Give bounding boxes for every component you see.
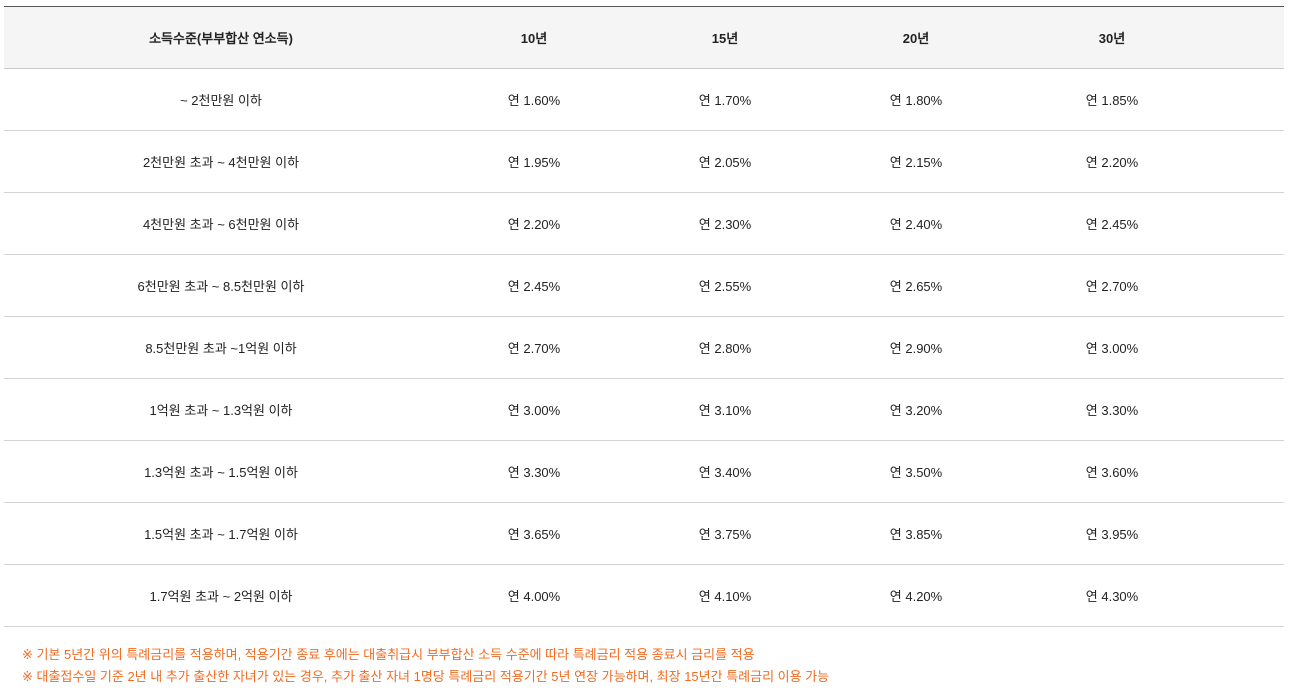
rate-cell: 연 1.60%	[507, 93, 561, 108]
table-row: 8.5천만원 초과 ~1억원 이하 연 2.70% 연 2.80% 연 2.90…	[4, 317, 1284, 379]
spacer-cell	[1212, 193, 1284, 255]
rate-cell: 연 3.75%	[698, 527, 752, 542]
rate-cell: 연 2.40%	[889, 217, 943, 232]
header-10-years: 10년	[520, 31, 548, 46]
rate-cell: 연 2.30%	[698, 217, 752, 232]
table-row: 1.3억원 초과 ~ 1.5억원 이하 연 3.30% 연 3.40% 연 3.…	[4, 441, 1284, 503]
table-row: 1억원 초과 ~ 1.3억원 이하 연 3.00% 연 3.10% 연 3.20…	[4, 379, 1284, 441]
income-level-cell: 4천만원 초과 ~ 6천만원 이하	[142, 217, 300, 232]
spacer-cell	[1212, 379, 1284, 441]
spacer-cell	[1212, 503, 1284, 565]
spacer-cell	[1212, 69, 1284, 131]
rate-cell: 연 1.80%	[889, 93, 943, 108]
rate-cell: 연 3.85%	[889, 527, 943, 542]
rate-cell: 연 2.20%	[507, 217, 561, 232]
spacer-cell	[1212, 255, 1284, 317]
spacer-cell	[1212, 565, 1284, 627]
income-level-cell: 1.7억원 초과 ~ 2억원 이하	[149, 589, 293, 604]
rate-cell: 연 4.10%	[698, 589, 752, 604]
rate-cell: 연 2.45%	[1085, 217, 1139, 232]
header-20-years: 20년	[902, 31, 930, 46]
rate-cell: 연 2.20%	[1085, 155, 1139, 170]
rate-cell: 연 2.70%	[507, 341, 561, 356]
rate-cell: 연 1.85%	[1085, 93, 1139, 108]
rate-cell: 연 2.55%	[698, 279, 752, 294]
table-row: 2천만원 초과 ~ 4천만원 이하 연 1.95% 연 2.05% 연 2.15…	[4, 131, 1284, 193]
rate-cell: 연 3.20%	[889, 403, 943, 418]
rate-cell: 연 2.65%	[889, 279, 943, 294]
income-level-cell: 1억원 초과 ~ 1.3억원 이하	[149, 403, 293, 418]
spacer-cell	[1212, 131, 1284, 193]
header-30-years: 30년	[1098, 31, 1126, 46]
rate-cell: 연 2.05%	[698, 155, 752, 170]
rate-cell: 연 2.80%	[698, 341, 752, 356]
rate-cell: 연 3.60%	[1085, 465, 1139, 480]
rate-cell: 연 2.90%	[889, 341, 943, 356]
rate-cell: 연 4.30%	[1085, 589, 1139, 604]
income-level-cell: 1.3억원 초과 ~ 1.5억원 이하	[144, 465, 298, 480]
footnotes: ※ 기본 5년간 위의 특례금리를 적용하며, 적용기간 종료 후에는 대출취급…	[22, 644, 829, 688]
income-level-cell: 6천만원 초과 ~ 8.5천만원 이하	[137, 279, 305, 294]
rate-cell: 연 3.30%	[507, 465, 561, 480]
header-income-level: 소득수준(부부합산 연소득)	[149, 31, 293, 46]
spacer-cell	[1212, 441, 1284, 503]
rate-cell: 연 2.70%	[1085, 279, 1139, 294]
rate-cell: 연 3.95%	[1085, 527, 1139, 542]
table-header-row: 소득수준(부부합산 연소득) 10년 15년 20년 30년	[4, 6, 1284, 69]
header-15-years: 15년	[711, 31, 739, 46]
rate-cell: 연 3.50%	[889, 465, 943, 480]
header-spacer	[1212, 7, 1284, 69]
rate-cell: 연 2.45%	[507, 279, 561, 294]
table-row: ~ 2천만원 이하 연 1.60% 연 1.70% 연 1.80% 연 1.85…	[4, 69, 1284, 131]
income-level-cell: 1.5억원 초과 ~ 1.7억원 이하	[144, 527, 298, 542]
rate-cell: 연 4.20%	[889, 589, 943, 604]
rate-cell: 연 3.00%	[507, 403, 561, 418]
rate-cell: 연 3.40%	[698, 465, 752, 480]
rate-table: 소득수준(부부합산 연소득) 10년 15년 20년 30년 ~ 2천만원 이하…	[4, 6, 1284, 627]
income-level-cell: ~ 2천만원 이하	[180, 93, 262, 108]
table-row: 1.5억원 초과 ~ 1.7억원 이하 연 3.65% 연 3.75% 연 3.…	[4, 503, 1284, 565]
table-row: 6천만원 초과 ~ 8.5천만원 이하 연 2.45% 연 2.55% 연 2.…	[4, 255, 1284, 317]
rate-cell: 연 2.15%	[889, 155, 943, 170]
income-level-cell: 8.5천만원 초과 ~1억원 이하	[145, 341, 297, 356]
footnote-childbirth-extension: ※ 대출접수일 기준 2년 내 추가 출산한 자녀가 있는 경우, 추가 출산 …	[22, 669, 830, 684]
rate-cell: 연 3.65%	[507, 527, 561, 542]
rate-cell: 연 3.10%	[698, 403, 752, 418]
rate-cell: 연 4.00%	[507, 589, 561, 604]
table-row: 1.7억원 초과 ~ 2억원 이하 연 4.00% 연 4.10% 연 4.20…	[4, 565, 1284, 627]
rate-cell: 연 1.95%	[507, 155, 561, 170]
rate-cell: 연 1.70%	[698, 93, 752, 108]
spacer-cell	[1212, 317, 1284, 379]
rate-cell: 연 3.30%	[1085, 403, 1139, 418]
table-row: 4천만원 초과 ~ 6천만원 이하 연 2.20% 연 2.30% 연 2.40…	[4, 193, 1284, 255]
footnote-basic-period: ※ 기본 5년간 위의 특례금리를 적용하며, 적용기간 종료 후에는 대출취급…	[22, 647, 755, 662]
rate-cell: 연 3.00%	[1085, 341, 1139, 356]
income-level-cell: 2천만원 초과 ~ 4천만원 이하	[142, 155, 300, 170]
rate-table-container: 소득수준(부부합산 연소득) 10년 15년 20년 30년 ~ 2천만원 이하…	[4, 6, 1284, 627]
